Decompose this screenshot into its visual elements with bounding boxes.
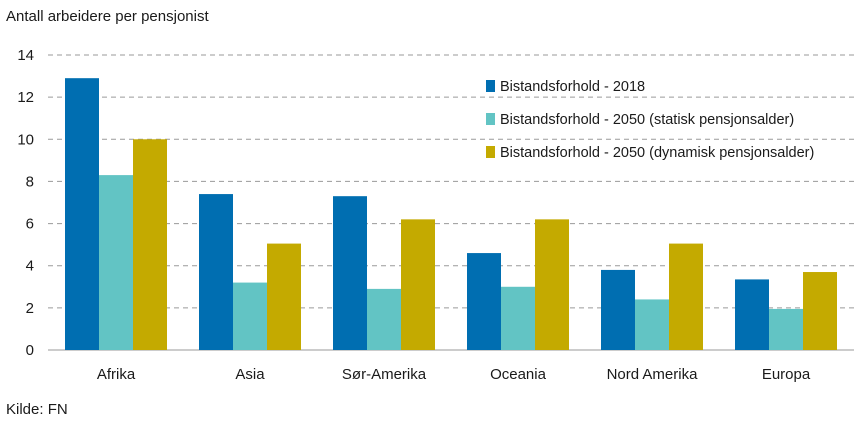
legend-swatch bbox=[486, 80, 495, 92]
legend-swatch bbox=[486, 113, 495, 125]
y-tick-label: 12 bbox=[17, 89, 34, 106]
y-tick-label: 6 bbox=[26, 216, 34, 233]
category-label: Europa bbox=[762, 366, 811, 383]
bar bbox=[535, 219, 569, 350]
y-tick-label: 10 bbox=[17, 131, 34, 148]
bar bbox=[401, 219, 435, 350]
legend-label: Bistandsforhold - 2050 (statisk pensjons… bbox=[500, 112, 794, 128]
bar bbox=[501, 286, 535, 350]
bar bbox=[803, 272, 837, 350]
source-note: Kilde: FN bbox=[6, 401, 68, 418]
y-tick-label: 0 bbox=[26, 342, 34, 359]
y-tick-label: 2 bbox=[26, 300, 34, 317]
category-label: Sør-Amerika bbox=[342, 366, 427, 383]
bar bbox=[333, 196, 367, 350]
bar bbox=[367, 288, 401, 350]
bar bbox=[669, 243, 703, 350]
category-label: Asia bbox=[235, 366, 265, 383]
bar bbox=[133, 139, 167, 350]
y-tick-label: 14 bbox=[17, 47, 34, 64]
y-axis-label: Antall arbeidere per pensjonist bbox=[6, 8, 209, 25]
category-label: Oceania bbox=[490, 366, 547, 383]
bar bbox=[199, 194, 233, 350]
legend: Bistandsforhold - 2018 Bistandsforhold - … bbox=[486, 79, 814, 161]
bar bbox=[65, 78, 99, 350]
gridlines bbox=[48, 54, 854, 351]
y-tick-labels: 0 2 4 6 8 10 12 14 bbox=[17, 47, 34, 359]
bar bbox=[99, 175, 133, 350]
legend-swatch bbox=[486, 146, 495, 158]
bar bbox=[267, 243, 301, 350]
bars bbox=[65, 78, 837, 350]
bar bbox=[635, 299, 669, 350]
bar bbox=[735, 279, 769, 350]
category-label: Nord Amerika bbox=[607, 366, 699, 383]
legend-label: Bistandsforhold - 2018 bbox=[500, 79, 645, 95]
y-tick-label: 8 bbox=[26, 173, 34, 190]
y-tick-label: 4 bbox=[26, 258, 34, 275]
category-label: Afrika bbox=[97, 366, 136, 383]
category-labels: Afrika Asia Sør-Amerika Oceania Nord Amerika… bbox=[97, 366, 811, 383]
bar bbox=[467, 253, 501, 350]
bar bbox=[601, 269, 635, 350]
bar bbox=[769, 308, 803, 350]
legend-label: Bistandsforhold - 2050 (dynamisk pensjon… bbox=[500, 145, 814, 161]
bar bbox=[233, 282, 267, 350]
